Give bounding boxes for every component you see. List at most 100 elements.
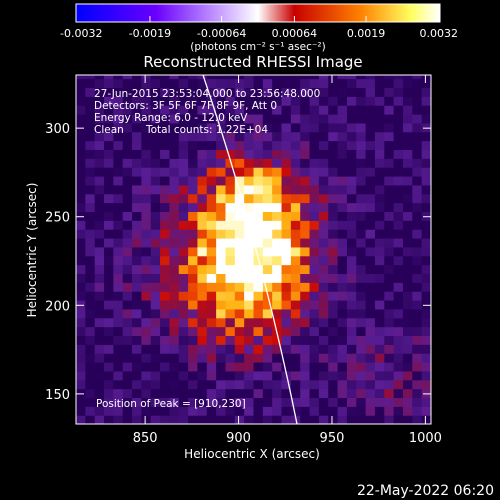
heatmap-cell (150, 87, 161, 97)
heatmap-cell (94, 361, 105, 372)
heatmap-cell (244, 149, 255, 159)
heatmap-cell (113, 140, 124, 151)
heatmap-cell (85, 406, 96, 416)
heatmap-cell (122, 175, 133, 186)
heatmap-cell (169, 344, 180, 354)
heatmap-cell (178, 388, 189, 399)
heatmap-cell (188, 78, 199, 89)
heatmap-cell (290, 184, 301, 195)
heatmap-cell (76, 96, 86, 106)
colorbar-tick-label: 0.00064 (272, 27, 318, 40)
heatmap-cell (188, 175, 199, 186)
heatmap-cell (244, 326, 255, 337)
heatmap-cell (132, 361, 142, 372)
heatmap-cell (356, 131, 367, 142)
heatmap-cell (141, 167, 152, 177)
heatmap-cell (337, 175, 348, 186)
heatmap-cell (160, 264, 171, 275)
heatmap-cell (122, 78, 133, 89)
heatmap-cell (225, 282, 236, 292)
heatmap-cell (262, 220, 273, 230)
heatmap-cell (122, 273, 133, 283)
heatmap-cell (122, 326, 133, 337)
heatmap-cell (197, 353, 208, 363)
heatmap-cell (225, 406, 236, 416)
heatmap-cell (300, 353, 311, 363)
heatmap-cell (337, 113, 348, 124)
heatmap-plot (76, 75, 431, 424)
heatmap-cell (113, 308, 124, 319)
heatmap-cell (253, 344, 264, 354)
heatmap-cell (188, 379, 199, 390)
heatmap-cell (150, 353, 161, 363)
heatmap-cell (206, 193, 217, 204)
heatmap-cell (262, 308, 273, 319)
heatmap-cell (85, 149, 96, 159)
heatmap-cell (412, 246, 423, 257)
heatmap-cell (104, 158, 114, 168)
heatmap-cell (337, 406, 348, 416)
heatmap-cell (281, 193, 292, 204)
heatmap-cell (206, 282, 217, 292)
heatmap-cell (160, 361, 171, 372)
colorbar-tick-label: 0.0019 (347, 27, 386, 40)
heatmap-cell (337, 149, 348, 159)
heatmap-cell (272, 291, 283, 301)
heatmap-cell (85, 282, 96, 292)
heatmap-cell (300, 335, 311, 345)
heatmap-cell (104, 255, 114, 266)
heatmap-cell (262, 344, 273, 354)
heatmap-cell (281, 299, 292, 310)
heatmap-cell (421, 317, 431, 328)
heatmap-cell (421, 113, 431, 124)
heatmap-cell (272, 113, 283, 124)
heatmap-cell (356, 415, 367, 424)
heatmap-cell (244, 237, 255, 248)
heatmap-cell (244, 87, 255, 97)
heatmap-cell (206, 246, 217, 257)
heatmap-cell (356, 211, 367, 221)
heatmap-cell (412, 388, 423, 399)
heatmap-cell (281, 353, 292, 363)
heatmap-cell (188, 353, 199, 363)
heatmap-cell (178, 406, 189, 416)
heatmap-cell (188, 397, 199, 407)
heatmap-cell (402, 193, 413, 204)
heatmap-cell (188, 317, 199, 328)
heatmap-cell (290, 105, 301, 115)
heatmap-cell (178, 379, 189, 390)
heatmap-cell (421, 131, 431, 142)
heatmap-cell (318, 246, 329, 257)
heatmap-cell (356, 202, 367, 213)
heatmap-cell (272, 317, 283, 328)
heatmap-cell (122, 415, 133, 424)
heatmap-cell (309, 158, 320, 168)
colorbar-tick-label: -0.0019 (129, 27, 171, 40)
heatmap-cell (188, 273, 199, 283)
heatmap-cell (113, 282, 124, 292)
heatmap-cell (272, 96, 283, 106)
x-tick-label: 850 (133, 431, 158, 446)
heatmap-cell (328, 317, 339, 328)
heatmap-cell (318, 167, 329, 177)
heatmap-cell (160, 229, 171, 239)
heatmap-cell (244, 131, 255, 142)
heatmap-cell (281, 406, 292, 416)
heatmap-cell (393, 326, 404, 337)
heatmap-cell (122, 193, 133, 204)
heatmap-cell (169, 379, 180, 390)
heatmap-cell (244, 317, 255, 328)
heatmap-cell (216, 308, 227, 319)
heatmap-cell (290, 370, 301, 381)
heatmap-cell (234, 211, 245, 221)
heatmap-cell (160, 397, 171, 407)
heatmap-cell (262, 113, 273, 124)
heatmap-cell (113, 78, 124, 89)
heatmap-cell (94, 140, 105, 151)
heatmap-cell (412, 175, 423, 186)
heatmap-cell (337, 255, 348, 266)
heatmap-cell (262, 175, 273, 186)
heatmap-cell (393, 158, 404, 168)
heatmap-cell (178, 105, 189, 115)
heatmap-cell (150, 246, 161, 257)
